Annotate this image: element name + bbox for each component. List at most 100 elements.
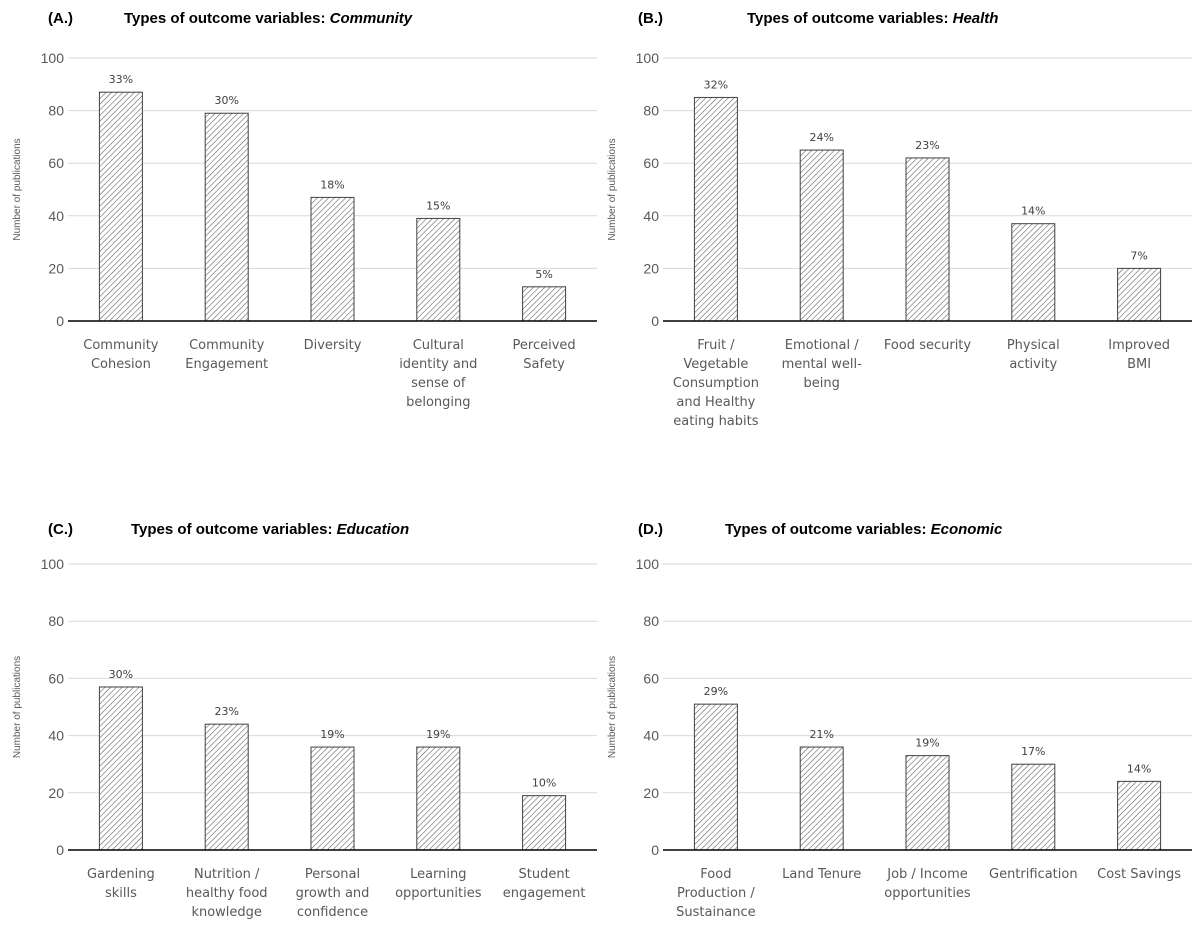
- y-tick-label: 80: [48, 613, 64, 629]
- y-tick-label: 100: [41, 50, 65, 66]
- x-tick-label: Food: [700, 867, 731, 882]
- x-tick-label: Physical: [1007, 338, 1060, 353]
- bar: [905, 157, 950, 322]
- y-axis-label: Number of publications: [12, 138, 23, 240]
- x-tick-label: Sustainance: [676, 905, 756, 920]
- data-label: 15%: [426, 199, 450, 212]
- chart-title: Types of outcome variables: Economic: [725, 521, 1003, 538]
- data-label: 17%: [1021, 745, 1045, 758]
- y-axis-label: Number of publications: [12, 656, 23, 758]
- x-tick-label: activity: [1009, 357, 1057, 372]
- bar: [310, 196, 355, 322]
- data-label: 10%: [532, 777, 556, 790]
- x-tick-label: engagement: [503, 886, 586, 901]
- chart-title-prefix: Types of outcome variables:: [725, 521, 931, 538]
- bar: [98, 91, 143, 322]
- x-tick-label: Cost Savings: [1097, 867, 1181, 882]
- y-tick-label: 0: [651, 313, 659, 329]
- x-tick-label: Fruit /: [697, 338, 735, 353]
- y-axis-label: Number of publications: [607, 656, 618, 758]
- x-tick-label: belonging: [406, 395, 470, 410]
- y-tick-label: 100: [636, 50, 660, 66]
- x-tick-label: Vegetable: [683, 357, 748, 372]
- data-label: 18%: [320, 178, 344, 191]
- x-tick-label: Personal: [305, 867, 360, 882]
- data-label: 21%: [809, 728, 833, 741]
- data-label: 23%: [214, 705, 238, 718]
- y-tick-label: 60: [48, 155, 64, 171]
- bar: [1117, 267, 1162, 322]
- chart-title-emphasis: Community: [330, 10, 413, 27]
- x-tick-label: Student: [519, 867, 570, 882]
- x-tick-label: skills: [105, 886, 137, 901]
- x-tick-label: Production /: [677, 886, 755, 901]
- x-tick-label: Land Tenure: [782, 867, 861, 882]
- chart-title: Types of outcome variables: Community: [124, 10, 413, 27]
- y-axis-label: Number of publications: [607, 138, 618, 240]
- chart-title: Types of outcome variables: Education: [131, 521, 409, 538]
- chart-title-emphasis: Health: [953, 10, 999, 27]
- panel-label: (A.): [48, 10, 73, 27]
- x-tick-label: identity and: [399, 357, 477, 372]
- bar: [693, 96, 738, 322]
- x-tick-label: Cultural: [413, 338, 464, 353]
- chart-title-emphasis: Economic: [931, 521, 1003, 538]
- x-tick-label: Consumption: [673, 376, 759, 391]
- bar: [416, 217, 461, 322]
- y-tick-label: 80: [643, 103, 659, 119]
- x-tick-label: mental well-: [782, 357, 863, 372]
- bar: [204, 112, 249, 322]
- data-label: 19%: [320, 728, 344, 741]
- x-tick-label: knowledge: [191, 905, 261, 920]
- y-tick-label: 60: [48, 670, 64, 686]
- y-tick-label: 100: [636, 556, 660, 572]
- data-label: 23%: [915, 139, 939, 152]
- x-tick-label: Nutrition /: [194, 867, 260, 882]
- y-tick-label: 80: [643, 613, 659, 629]
- panel-label: (C.): [48, 521, 73, 538]
- y-tick-label: 0: [56, 313, 64, 329]
- x-tick-label: Cohesion: [91, 357, 151, 372]
- bar: [905, 755, 950, 851]
- chart-panel-c: (C.) Types of outcome variables: Educatio…: [12, 521, 597, 920]
- x-tick-label: Community: [83, 338, 159, 353]
- x-tick-label: BMI: [1127, 357, 1151, 372]
- y-tick-label: 0: [651, 842, 659, 858]
- panel-label: (D.): [638, 521, 663, 538]
- bar: [799, 149, 844, 322]
- y-tick-label: 100: [41, 556, 65, 572]
- y-tick-label: 80: [48, 103, 64, 119]
- data-label: 24%: [809, 131, 833, 144]
- bar: [204, 723, 249, 851]
- data-label: 32%: [704, 78, 728, 91]
- x-tick-label: Job / Income: [886, 867, 968, 882]
- bar: [310, 746, 355, 851]
- y-tick-label: 40: [643, 208, 659, 224]
- chart-title-emphasis: Education: [337, 521, 410, 538]
- x-tick-label: sense of: [411, 376, 466, 391]
- data-label: 30%: [214, 94, 238, 107]
- x-tick-label: and Healthy: [676, 395, 755, 410]
- data-label: 19%: [426, 728, 450, 741]
- chart-panel-d: (D.) Types of outcome variables: Economic…: [607, 521, 1192, 920]
- bar: [1011, 223, 1056, 322]
- data-label: 5%: [535, 268, 552, 281]
- chart-title-prefix: Types of outcome variables:: [131, 521, 337, 538]
- data-label: 29%: [704, 685, 728, 698]
- x-tick-label: opportunities: [395, 886, 482, 901]
- y-tick-label: 20: [48, 785, 64, 801]
- x-tick-label: Gardening: [87, 867, 155, 882]
- x-tick-label: Engagement: [185, 357, 268, 372]
- bar: [693, 703, 738, 851]
- chart-panel-a: (A.) Types of outcome variables: Communit…: [12, 10, 597, 410]
- x-tick-label: Emotional /: [785, 338, 859, 353]
- x-tick-label: growth and: [296, 886, 370, 901]
- x-tick-label: opportunities: [884, 886, 971, 901]
- bar: [799, 746, 844, 851]
- y-tick-label: 60: [643, 155, 659, 171]
- x-tick-label: Diversity: [304, 338, 362, 353]
- x-tick-label: Safety: [523, 357, 565, 372]
- chart-title-prefix: Types of outcome variables:: [124, 10, 330, 27]
- bar: [416, 746, 461, 851]
